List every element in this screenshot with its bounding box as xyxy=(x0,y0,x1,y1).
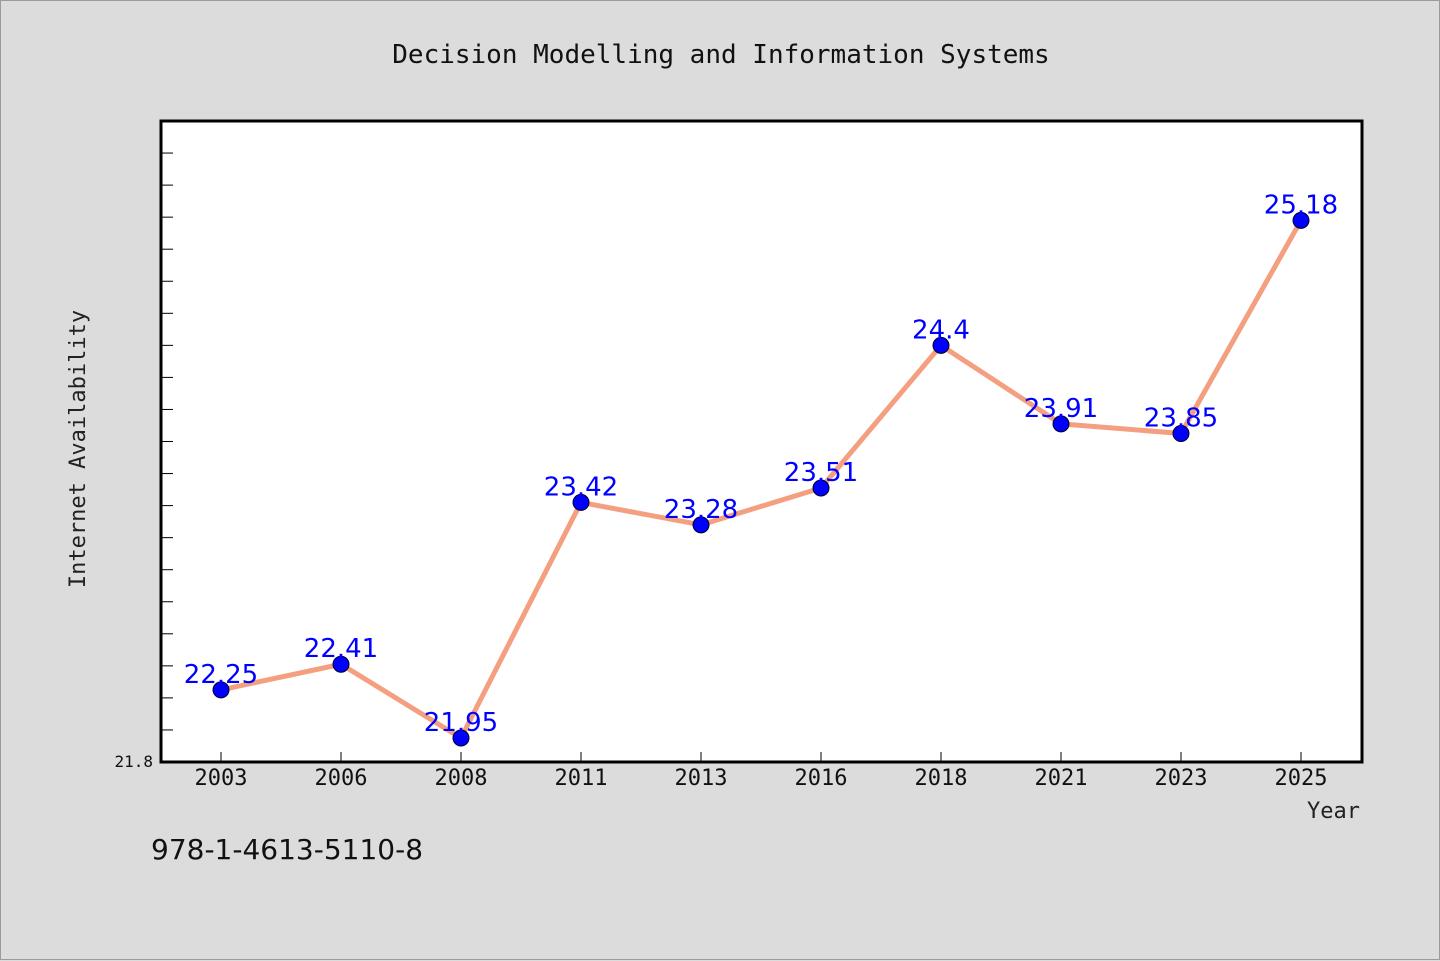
x-tick-label: 2021 xyxy=(1035,766,1088,791)
y-tick-label-min: 21.8 xyxy=(114,752,153,771)
data-point xyxy=(332,655,350,673)
data-label: 24.4 xyxy=(912,315,970,345)
plot-area xyxy=(159,119,1364,764)
y-axis-ticks xyxy=(161,152,173,731)
data-label: 23.51 xyxy=(784,458,858,488)
data-label: 23.91 xyxy=(1024,394,1098,424)
data-point xyxy=(812,479,830,497)
x-tick-label: 2018 xyxy=(915,766,968,791)
data-point xyxy=(572,493,590,511)
x-axis-label: Year xyxy=(1307,799,1360,824)
data-label: 21.95 xyxy=(424,708,498,738)
data-point xyxy=(1172,424,1190,442)
chart-title: Decision Modelling and Information Syste… xyxy=(392,40,1049,70)
x-tick-label: 2013 xyxy=(675,766,728,791)
data-label: 22.25 xyxy=(184,660,258,690)
x-tick-label: 2025 xyxy=(1275,766,1328,791)
data-point xyxy=(1052,415,1070,433)
data-point xyxy=(1292,211,1310,229)
data-point xyxy=(692,516,710,534)
x-tick-label: 2011 xyxy=(555,766,608,791)
x-tick-label: 2008 xyxy=(435,766,488,791)
series-line xyxy=(218,217,1304,741)
data-point xyxy=(452,729,470,747)
x-axis-ticks: 2003 2006 2008 2011 2013 2016 2018 2021 2023 2025 xyxy=(195,752,1328,791)
data-label: 25.18 xyxy=(1264,190,1338,220)
x-tick-label: 2003 xyxy=(195,766,248,791)
data-label: 22.41 xyxy=(304,634,378,664)
footer-isbn-text: 978-1-4613-5110-8 xyxy=(151,833,424,866)
y-axis-label: Internet Availability xyxy=(66,310,91,588)
x-tick-label: 2016 xyxy=(795,766,848,791)
data-label: 23.28 xyxy=(664,495,738,525)
series-layer xyxy=(212,211,1310,747)
x-tick-label: 2023 xyxy=(1155,766,1208,791)
data-point xyxy=(212,681,230,699)
data-point xyxy=(932,336,950,354)
x-tick-label: 2006 xyxy=(315,766,368,791)
data-label: 23.85 xyxy=(1144,403,1218,433)
data-label: 23.42 xyxy=(544,472,618,502)
data-labels-layer: 22.25 22.41 21.95 23.42 23.28 23.51 24.4 23.91 2… xyxy=(184,190,1338,738)
